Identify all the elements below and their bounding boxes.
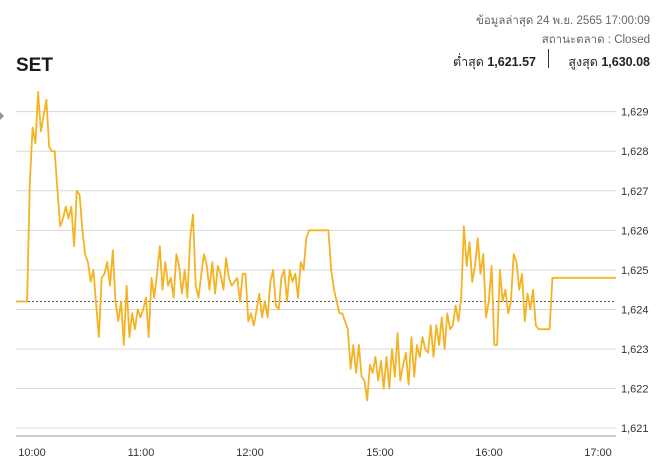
- market-status-text: สถานะตลาด : Closed: [541, 34, 650, 46]
- grid-lines: [16, 111, 616, 437]
- y-tick-label: 1,624: [621, 304, 649, 316]
- x-tick-label: 12:00: [236, 447, 264, 459]
- y-tick-label: 1,622: [621, 384, 649, 396]
- y-tick-label: 1,621: [621, 423, 649, 435]
- day-low-label: ต่ำสุด: [452, 55, 484, 69]
- y-tick-label: 1,627: [621, 186, 649, 198]
- day-high: สูงสุด 1,630.08: [568, 52, 650, 72]
- index-name: SET: [16, 55, 53, 76]
- day-low-value: 1,621.57: [487, 55, 536, 69]
- range-divider: [548, 49, 549, 68]
- intraday-price-chart[interactable]: 1,621 1,622 1,623 1,624 1,625 1,626 1,627 1,628…: [0, 80, 658, 466]
- day-low: ต่ำสุด 1,621.57: [453, 52, 536, 72]
- y-tick-label: 1,625: [621, 265, 649, 277]
- x-tick-label: 16:00: [475, 447, 503, 459]
- day-high-value: 1,630.08: [601, 55, 650, 69]
- scroll-left-icon[interactable]: [0, 112, 4, 120]
- y-tick-label: 1,629: [621, 107, 649, 119]
- y-tick-label: 1,628: [621, 146, 649, 158]
- x-tick-label: 17:00: [584, 447, 612, 459]
- price-line[interactable]: [16, 90, 616, 402]
- x-tick-label: 11:00: [128, 447, 155, 459]
- y-axis-ticks: 1,621 1,622 1,623 1,624 1,625 1,626 1,627 1,628…: [621, 107, 649, 435]
- x-tick-label: 15:00: [366, 447, 394, 459]
- day-high-label: สูงสุด: [568, 55, 598, 69]
- x-axis-ticks: 10:00 11:00 12:00 15:00 16:00 17:00: [18, 447, 612, 459]
- x-tick-label: 10:00: [18, 447, 46, 459]
- last-updated-text: ข้อมูลล่าสุด 24 พ.ย. 2565 17:00:09: [475, 15, 650, 27]
- y-tick-label: 1,626: [621, 225, 649, 237]
- y-tick-label: 1,623: [621, 344, 649, 356]
